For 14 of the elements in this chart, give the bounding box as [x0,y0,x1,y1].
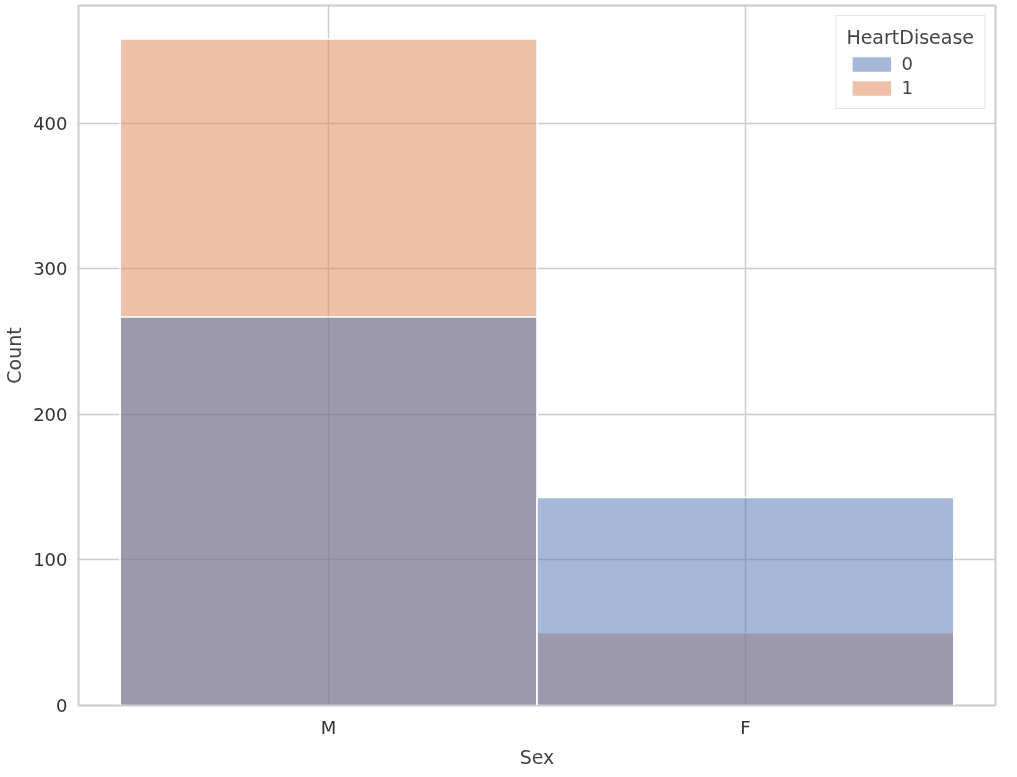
legend-title: HeartDisease [846,26,974,48]
y-tick-label: 100 [33,549,68,571]
x-axis-title: Sex [519,745,555,768]
y-tick-label: 0 [56,695,68,716]
x-tick-label: M [320,716,337,738]
y-tick-label: 300 [33,258,68,280]
legend-label: 0 [901,53,914,74]
bar [119,316,538,706]
y-tick-label: 400 [33,112,68,134]
y-tick-label: 200 [33,403,68,425]
legend-label: 1 [901,77,914,98]
y-axis-title: Count [3,327,26,384]
x-tick-label: F [740,716,751,738]
bar [536,496,955,706]
